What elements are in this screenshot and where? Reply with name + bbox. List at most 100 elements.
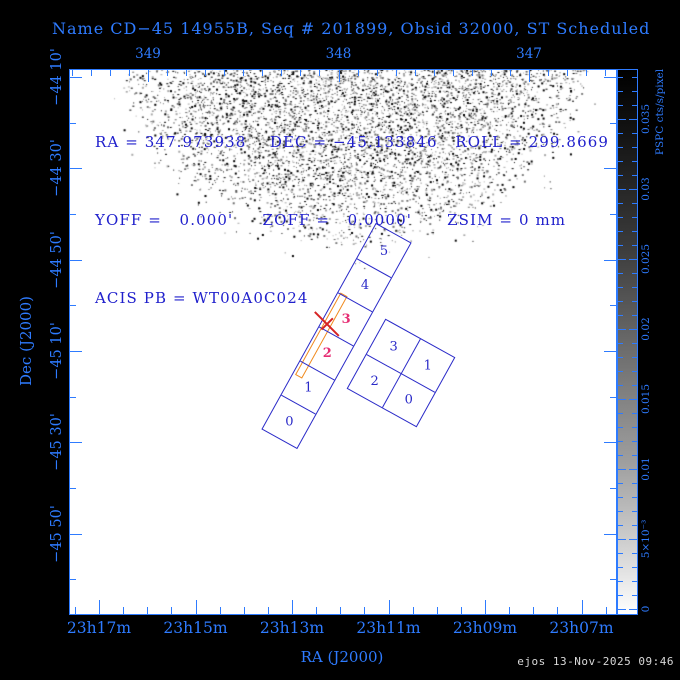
colorbar-tick-label: 0.025 [640, 243, 652, 275]
colorbar-tick [632, 231, 637, 232]
left-axis-major-tick [70, 77, 82, 78]
colorbar-tick [629, 119, 637, 120]
colorbar-tick [632, 441, 637, 442]
left-axis-minor-tick [70, 396, 76, 398]
colorbar-tick [618, 217, 623, 218]
bottom-axis-major-tick [581, 600, 583, 614]
top-axis-tick-label: 347 [516, 46, 542, 62]
right-axis-minor-tick [610, 487, 616, 489]
colorbar-tick-label: 0.02 [640, 317, 652, 341]
dec-tick-label: −45 50' [49, 504, 65, 563]
colorbar-tick [632, 483, 637, 484]
top-axis-minor-tick [319, 70, 321, 76]
bottom-axis-minor-tick [123, 607, 125, 614]
top-axis-major-tick [529, 70, 530, 82]
colorbar [617, 69, 638, 615]
left-axis-major-tick [70, 259, 82, 261]
right-axis-major-tick [604, 350, 616, 352]
status-line-offsets: YOFF = 0.000' ZOFF = 0.0000' ZSIM = 0 mm [95, 211, 567, 229]
top-axis-minor-tick [205, 70, 207, 76]
top-axis-minor-tick [224, 70, 226, 76]
bottom-axis-minor-tick [267, 607, 269, 614]
colorbar-tick [632, 371, 637, 372]
left-axis-major-tick [70, 533, 82, 535]
right-axis-major-tick [604, 168, 616, 170]
colorbar-tick [629, 399, 637, 400]
colorbar-tick [618, 301, 623, 302]
colorbar-tick [618, 427, 623, 428]
colorbar-tick [632, 427, 637, 428]
bottom-axis-minor-tick [171, 607, 173, 614]
colorbar-tick [618, 161, 623, 162]
top-axis-minor-tick [414, 70, 416, 76]
top-axis-minor-tick [376, 70, 378, 76]
colorbar-tick [632, 343, 637, 344]
top-axis-minor-tick [357, 70, 359, 76]
colorbar-tick [632, 455, 637, 456]
ra-tick-label: 23h09m [452, 619, 518, 637]
colorbar-tick [632, 567, 637, 568]
colorbar-tick [618, 469, 626, 470]
colorbar-tick [632, 161, 637, 162]
colorbar-tick [632, 525, 637, 526]
ra-axis-title: RA (J2000) [300, 648, 384, 666]
colorbar-tick [632, 105, 637, 106]
top-axis-minor-tick [567, 70, 569, 76]
colorbar-tick [618, 189, 626, 190]
colorbar-tick [629, 539, 637, 540]
bottom-axis-major-tick [99, 600, 100, 614]
colorbar-tick [618, 497, 623, 498]
colorbar-tick [618, 385, 623, 386]
colorbar-tick-label: 0 [640, 605, 652, 613]
top-axis-major-tick [338, 70, 340, 82]
colorbar-tick [618, 287, 623, 288]
right-axis-major-tick [604, 533, 616, 535]
bottom-axis-minor-tick [74, 607, 76, 614]
colorbar-tick [632, 133, 637, 134]
colorbar-tick [632, 315, 637, 316]
colorbar-title: PSPC cts/s/pixel [654, 68, 666, 156]
colorbar-tick [618, 609, 626, 610]
colorbar-tick [618, 245, 623, 246]
left-axis-minor-tick [70, 122, 76, 124]
colorbar-tick [618, 581, 623, 582]
ra-tick-label: 23h11m [356, 619, 421, 637]
colorbar-tick [632, 497, 637, 498]
top-axis-minor-tick [262, 70, 264, 76]
top-axis-major-tick [148, 70, 149, 82]
colorbar-tick [632, 413, 637, 414]
bottom-axis-minor-tick [147, 607, 149, 614]
left-axis-major-tick [70, 168, 82, 170]
right-axis-minor-tick [610, 122, 616, 124]
colorbar-tick [632, 301, 637, 302]
plot-area: RA = 347.973938 DEC = −45.133846 ROLL = … [69, 69, 617, 615]
bottom-axis-minor-tick [364, 607, 366, 614]
bottom-axis-minor-tick [557, 607, 559, 614]
colorbar-tick [618, 553, 623, 554]
colorbar-tick-label: 0.03 [640, 177, 652, 201]
colorbar-tick [618, 91, 623, 92]
bottom-axis-minor-tick [509, 607, 511, 614]
right-axis-major-tick [604, 77, 616, 78]
right-axis-minor-tick [610, 213, 616, 215]
top-axis-minor-tick [109, 70, 111, 76]
colorbar-tick [618, 203, 623, 204]
dec-tick-label: −45 30' [49, 413, 65, 472]
bottom-axis-minor-tick [243, 607, 245, 614]
left-axis-minor-tick [70, 305, 76, 307]
colorbar-tick [618, 231, 623, 232]
left-axis-major-tick [70, 442, 82, 444]
colorbar-tick [632, 581, 637, 582]
top-axis-minor-tick [605, 70, 607, 76]
top-axis-tick-label: 349 [135, 46, 161, 62]
status-line-pointing: RA = 347.973938 DEC = −45.133846 ROLL = … [95, 133, 609, 151]
colorbar-tick [618, 399, 626, 400]
top-axis-tick-label: 348 [325, 46, 352, 62]
right-axis-minor-tick [610, 579, 616, 581]
plot-title: Name CD−45 14955B, Seq # 201899, Obsid 3… [52, 19, 651, 38]
colorbar-tick [632, 91, 637, 92]
left-axis-minor-tick [70, 487, 76, 489]
colorbar-tick [632, 357, 637, 358]
colorbar-tick [632, 287, 637, 288]
colorbar-tick [632, 203, 637, 204]
